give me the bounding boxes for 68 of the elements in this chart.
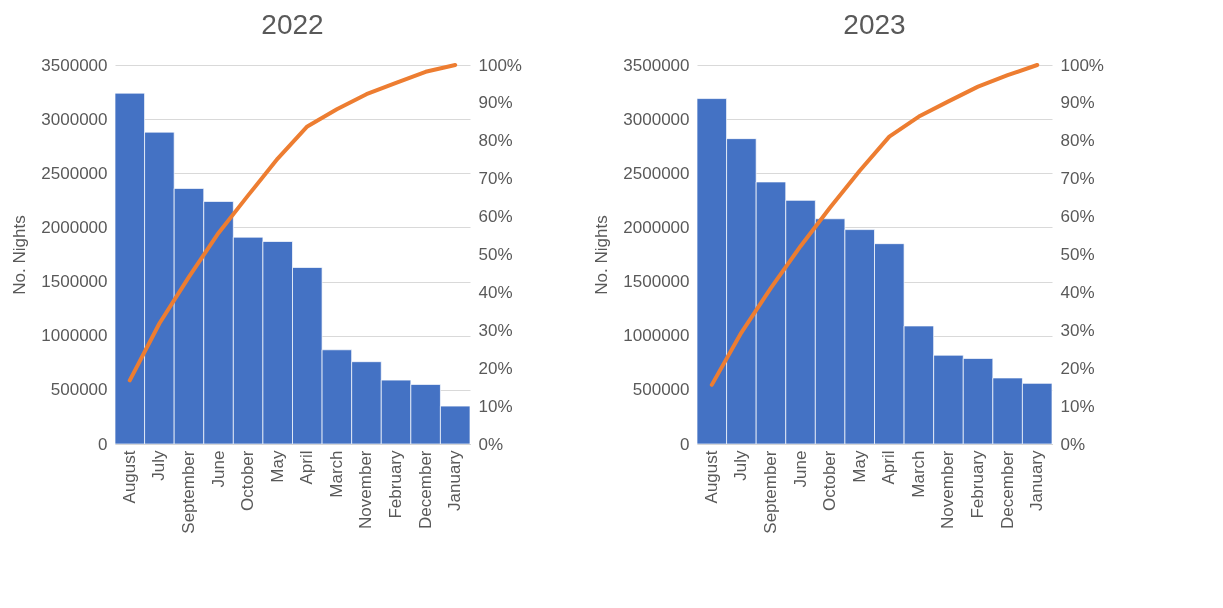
y2-tick-label: 60% xyxy=(1060,207,1095,227)
y2-tick-label: 50% xyxy=(1060,245,1095,264)
x-tick-label: September xyxy=(178,450,198,534)
x-tick-label: February xyxy=(968,450,988,519)
y-tick-label: 1500000 xyxy=(623,272,690,292)
y2-tick-label: 90% xyxy=(1060,93,1095,113)
x-tick-label: May xyxy=(849,450,869,483)
y2-tick-label: 90% xyxy=(478,93,513,113)
y2-tick-label: 100% xyxy=(1060,55,1104,75)
y-tick-label: 1500000 xyxy=(41,272,108,292)
y-tick-label: 2500000 xyxy=(41,163,108,183)
y-tick-label: 3500000 xyxy=(41,55,108,75)
x-tick-label: July xyxy=(731,450,751,481)
x-tick-label: December xyxy=(997,450,1017,529)
y2-tick-label: 30% xyxy=(478,320,513,340)
y2-tick-label: 30% xyxy=(1060,320,1095,340)
chart-title: 2022 xyxy=(261,9,324,40)
x-tick-label: April xyxy=(297,450,317,485)
y-tick-label: 1000000 xyxy=(623,326,690,346)
y-tick-label: 2500000 xyxy=(623,163,690,183)
y2-tick-label: 50% xyxy=(478,245,513,264)
y-axis-title: No. Nights xyxy=(10,215,30,295)
x-tick-label: April xyxy=(879,450,899,485)
y-tick-label: 500000 xyxy=(632,380,690,400)
y-tick-label: 2000000 xyxy=(41,217,108,237)
x-tick-label: October xyxy=(820,450,840,511)
x-tick-label: October xyxy=(238,450,258,511)
x-tick-label: March xyxy=(326,450,346,498)
y2-tick-label: 80% xyxy=(478,131,513,151)
x-tick-label: June xyxy=(208,450,228,488)
x-tick-label: May xyxy=(267,450,287,483)
y-tick-label: 3000000 xyxy=(623,109,690,129)
x-tick-label: January xyxy=(445,450,465,511)
x-tick-label: December xyxy=(415,450,435,529)
y2-tick-label: 20% xyxy=(1060,358,1095,378)
x-tick-label: June xyxy=(790,450,810,488)
y2-tick-label: 0% xyxy=(1060,434,1086,454)
line-series xyxy=(709,63,1040,387)
y2-tick-label: 40% xyxy=(1060,282,1095,302)
y2-tick-label: 70% xyxy=(478,169,513,189)
y2-tick-label: 60% xyxy=(478,207,513,227)
line-series xyxy=(127,63,458,383)
y2-tick-label: 80% xyxy=(1060,131,1095,151)
y2-tick-label: 10% xyxy=(1060,396,1095,416)
y-tick-label: 0 xyxy=(680,434,690,454)
y2-tick-label: 70% xyxy=(1060,169,1095,189)
x-tick-label: November xyxy=(356,450,376,529)
x-tick-label: August xyxy=(119,450,139,504)
y2-tick-label: 20% xyxy=(478,358,513,378)
x-tick-label: February xyxy=(386,450,406,519)
y2-tick-label: 100% xyxy=(478,55,522,75)
y-tick-label: 0 xyxy=(98,434,108,454)
y2-tick-label: 40% xyxy=(478,282,513,302)
x-tick-label: August xyxy=(701,450,721,504)
y-tick-label: 1000000 xyxy=(41,326,108,346)
x-tick-label: July xyxy=(149,450,169,481)
y2-tick-label: 10% xyxy=(478,396,513,416)
x-tick-label: September xyxy=(760,450,780,534)
y-tick-label: 3000000 xyxy=(41,109,108,129)
y-tick-label: 500000 xyxy=(50,380,108,400)
chart-title: 2023 xyxy=(843,9,906,40)
x-tick-label: March xyxy=(908,450,928,498)
y-tick-label: 3500000 xyxy=(623,55,690,75)
y2-tick-label: 0% xyxy=(478,434,504,454)
y-tick-label: 2000000 xyxy=(623,217,690,237)
x-tick-label: January xyxy=(1027,450,1047,511)
x-tick-label: November xyxy=(938,450,958,529)
y-axis-title: No. Nights xyxy=(592,215,612,295)
